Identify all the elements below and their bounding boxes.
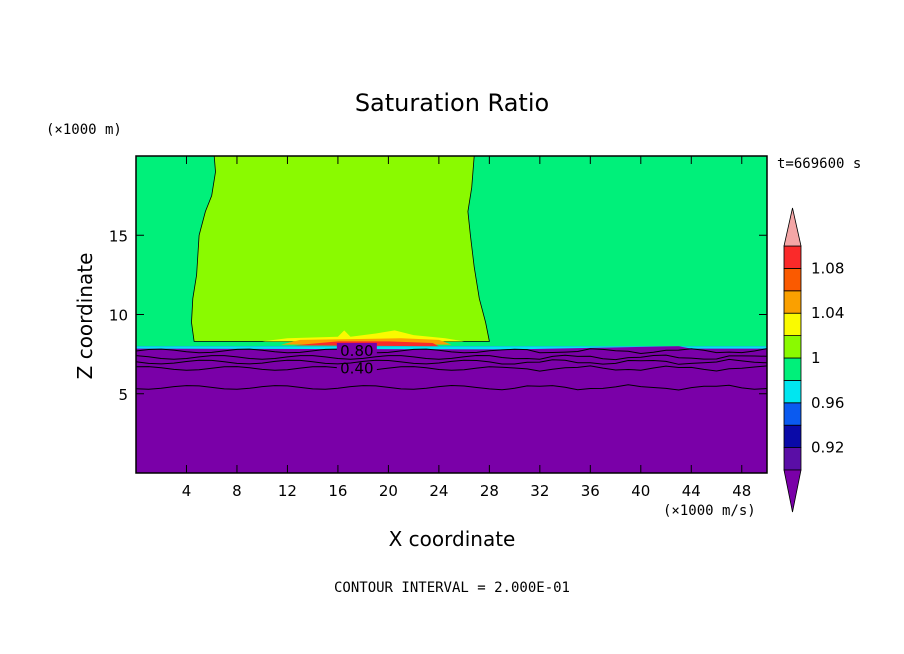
contour-line [135,358,768,365]
colorbar-swatch [783,290,802,314]
x-tick-label: 4 [182,482,192,500]
colorbar-tick-label: 1.04 [811,304,844,322]
colorbar-under-arrow [783,469,802,513]
contour-line [135,348,768,355]
colorbar: 0.92 0.96 1 1.04 1.08 [783,207,844,513]
x-tick-label: 44 [682,482,701,500]
contour-line [135,384,768,391]
y-tick-label: 15 [109,227,128,245]
x-tick-label: 20 [379,482,398,500]
time-label: t=669600 s [777,156,861,172]
contour-label-bg [336,360,377,376]
y-tick-label: 10 [109,307,128,325]
x-tick-label: 8 [232,482,242,500]
colorbar-swatch [783,245,802,269]
colorbar-swatch [783,335,802,359]
x-unit-label: (×1000 m/s) [663,503,756,519]
contour-line [135,354,768,361]
colorbar-swatch [783,379,802,404]
x-axis-label: X coordinate [389,527,516,551]
colorbar-swatch [783,357,802,381]
cloud-edge-region [262,330,465,342]
colorbar-swatch [783,424,802,449]
y-axis-label: Z coordinate [73,253,97,380]
contour-label: 0.80 [340,342,373,360]
contour-lines: 0.800.40 [135,342,768,391]
x-tick-label: 28 [480,482,499,500]
colorbar-swatch [783,402,802,426]
x-tick-label: 24 [429,482,448,500]
contour-label: 0.40 [340,359,373,377]
colorbar-tick-label: 0.96 [811,394,844,412]
colorbar-tick-label: 0.92 [811,439,844,457]
colorbar-swatch [783,267,802,292]
plot-area [136,155,767,473]
supersaturated-region [191,155,490,342]
contour-interval-footer: CONTOUR INTERVAL = 2.000E-01 [334,580,570,596]
cloud-base-edge [136,346,767,350]
colorbar-over-arrow [783,207,802,247]
x-tick-label: 12 [278,482,297,500]
contour-line [135,365,768,372]
y-unit-label: (×1000 m) [46,122,122,138]
x-tick-label: 16 [328,482,347,500]
colorbar-swatch [783,312,802,337]
colorbar-tick-label: 1 [811,349,821,367]
colorbar-tick-label: 1.08 [811,259,844,277]
y-tick-label: 5 [118,386,128,404]
x-tick-label: 36 [581,482,600,500]
contour-label-bg [336,342,377,358]
chart-title: Saturation Ratio [355,89,549,117]
x-tick-label: 40 [631,482,650,500]
x-tick-label: 32 [530,482,549,500]
x-tick-label: 48 [732,482,751,500]
colorbar-swatch [783,447,802,471]
